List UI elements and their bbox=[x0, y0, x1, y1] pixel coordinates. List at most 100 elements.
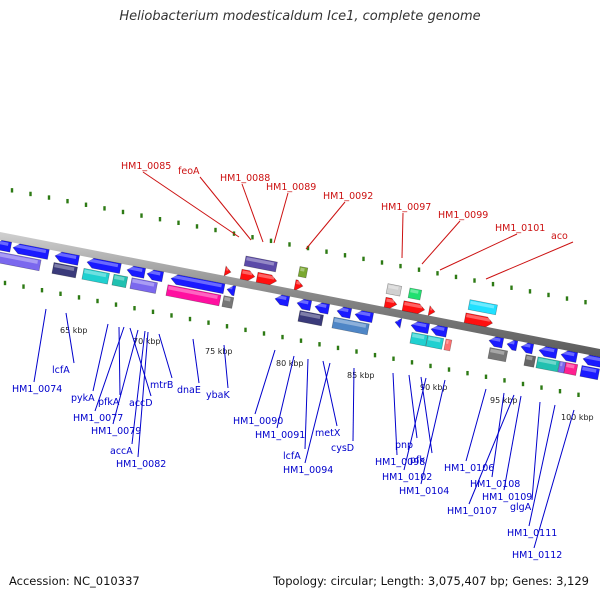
upper-tick-mark bbox=[547, 292, 550, 298]
forward-gene-label: HM1_0089 bbox=[266, 182, 316, 193]
reverse-leader-line bbox=[408, 374, 418, 439]
reverse-gene-block-shine bbox=[582, 366, 597, 373]
reverse-gene-label: HM1_0074 bbox=[12, 384, 62, 395]
reverse-gene-arrow-shine bbox=[56, 252, 77, 260]
reverse-leader-line bbox=[531, 401, 541, 501]
reverse-gene-block bbox=[557, 360, 567, 374]
reverse-gene-label: pfkA bbox=[98, 397, 120, 408]
reverse-gene-arrow bbox=[126, 265, 147, 279]
lower-tick-mark bbox=[558, 389, 562, 394]
reverse-leader-line bbox=[33, 308, 47, 383]
upper-tick-mark bbox=[121, 209, 125, 215]
forward-gene-arrow-body bbox=[255, 271, 278, 286]
reverse-gene-arrow-shine bbox=[432, 325, 445, 331]
reverse-gene-label: pfk bbox=[410, 455, 425, 466]
reverse-leader-line bbox=[118, 326, 121, 396]
reverse-leader-line bbox=[129, 327, 152, 397]
reverse-gene-block-body bbox=[523, 354, 537, 368]
reverse-gene-label: lcfA bbox=[283, 451, 301, 462]
reverse-gene-block-shine bbox=[490, 348, 505, 355]
reverse-gene-arrow bbox=[274, 294, 291, 307]
reverse-gene-block bbox=[535, 356, 560, 373]
reverse-gene-label: mtrB bbox=[150, 380, 173, 391]
reverse-gene-arrow-shine bbox=[522, 342, 531, 348]
upper-tick-mark bbox=[195, 224, 199, 229]
lower-tick-mark bbox=[262, 331, 266, 336]
lower-tick-mark bbox=[373, 352, 377, 358]
reverse-gene-arrow-shine bbox=[356, 310, 371, 317]
reverse-gene-arrow bbox=[0, 240, 13, 253]
reverse-gene-block-body bbox=[129, 277, 158, 294]
reverse-gene-arrow-body bbox=[126, 265, 147, 279]
reverse-gene-label: HM1_0109 bbox=[482, 492, 532, 503]
forward-gene-arrow-body bbox=[223, 265, 232, 277]
reverse-gene-arrow bbox=[394, 317, 403, 329]
upper-tick-mark bbox=[251, 235, 254, 240]
reverse-gene-arrow-body bbox=[394, 317, 403, 329]
reverse-gene-block bbox=[563, 362, 579, 376]
upper-tick-mark bbox=[140, 213, 143, 218]
reverse-gene-block bbox=[425, 335, 445, 350]
reverse-gene-block bbox=[443, 338, 453, 352]
forward-leader-line bbox=[241, 183, 264, 243]
reverse-gene-block bbox=[487, 347, 509, 363]
upper-tick-mark bbox=[380, 260, 384, 265]
lower-tick-mark bbox=[466, 370, 469, 376]
reverse-leader-line bbox=[192, 338, 200, 384]
forward-gene-label: HM1_0099 bbox=[438, 210, 488, 221]
forward-gene-arrow-shine bbox=[466, 314, 491, 322]
forward-gene-block bbox=[407, 287, 423, 301]
lower-tick-mark bbox=[503, 378, 506, 383]
forward-gene-label: HM1_0085 bbox=[121, 161, 171, 172]
lower-tick-mark bbox=[133, 306, 136, 311]
reverse-gene-block bbox=[579, 365, 600, 381]
upper-tick-mark bbox=[417, 267, 421, 272]
reverse-gene-arrow bbox=[354, 310, 375, 324]
reverse-gene-arrow-shine bbox=[276, 294, 287, 301]
reverse-gene-arrow-shine bbox=[490, 336, 501, 342]
upper-tick-mark bbox=[528, 289, 532, 294]
reverse-gene-label: pnp bbox=[395, 440, 413, 451]
forward-gene-block-shine bbox=[300, 267, 305, 272]
reverse-gene-arrow bbox=[226, 285, 237, 297]
forward-gene-arrow bbox=[239, 268, 256, 281]
reverse-gene-arrow-shine bbox=[584, 355, 600, 362]
reverse-gene-label: dnaE bbox=[177, 385, 201, 396]
reverse-gene-block-shine bbox=[412, 333, 425, 340]
upper-tick-mark bbox=[399, 263, 402, 269]
upper-tick-mark bbox=[10, 188, 14, 193]
reverse-gene-arrow-body bbox=[488, 336, 505, 349]
forward-gene-arrow-shine bbox=[296, 280, 301, 285]
upper-tick-mark bbox=[158, 217, 162, 222]
forward-gene-arrow bbox=[383, 296, 398, 309]
forward-gene-block bbox=[385, 283, 403, 297]
reverse-gene-block-shine bbox=[114, 275, 125, 281]
reverse-leader-line bbox=[304, 358, 309, 450]
reverse-gene-arrow-body bbox=[430, 325, 449, 338]
upper-tick-mark bbox=[436, 271, 439, 276]
reverse-gene-arrow-shine bbox=[338, 307, 349, 313]
reverse-gene-block-shine bbox=[560, 362, 563, 367]
lower-tick-mark bbox=[77, 295, 81, 300]
reverse-leader-line bbox=[254, 349, 276, 415]
reverse-gene-arrow-body bbox=[582, 354, 600, 368]
scale-label: 65 kbp bbox=[60, 326, 88, 335]
forward-gene-arrow-shine bbox=[430, 307, 433, 311]
upper-tick-mark bbox=[306, 245, 310, 251]
reverse-gene-arrow-body bbox=[54, 251, 80, 266]
reverse-leader-line bbox=[112, 329, 139, 425]
reverse-gene-block-shine bbox=[224, 296, 231, 302]
reverse-gene-block bbox=[221, 295, 235, 309]
forward-gene-arrow bbox=[255, 271, 278, 286]
reverse-gene-arrow-body bbox=[560, 350, 579, 363]
reverse-gene-arrow-body bbox=[146, 269, 165, 283]
upper-tick-mark bbox=[29, 191, 32, 197]
upper-tick-mark bbox=[84, 202, 88, 207]
lower-tick-mark bbox=[392, 356, 395, 361]
reverse-gene-arrow-shine bbox=[128, 266, 143, 272]
forward-gene-arrow bbox=[401, 300, 426, 314]
forward-gene-arrow-shine bbox=[242, 270, 253, 276]
upper-tick-mark bbox=[103, 206, 106, 211]
